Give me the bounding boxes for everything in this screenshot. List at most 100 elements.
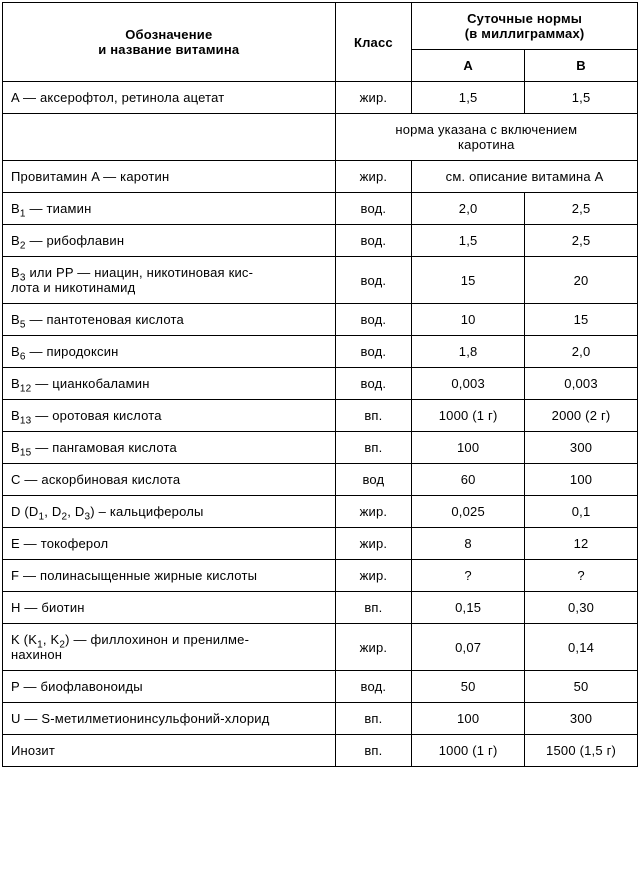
cell-name: U — S-метилметионинсульфоний-хлорид — [3, 703, 336, 735]
cell-a: 1000 (1 г) — [412, 735, 525, 767]
cell-a: 1,5 — [412, 82, 525, 114]
cell-class: вод — [335, 464, 412, 496]
cell-class: жир. — [335, 161, 412, 193]
table-row: P — биофлавоноидывод.5050 — [3, 671, 638, 703]
cell-name: E — токоферол — [3, 528, 336, 560]
cell-b: 15 — [525, 304, 638, 336]
cell-name: Инозит — [3, 735, 336, 767]
table-body: A — аксерофтол, ретинола ацетатжир.1,51,… — [3, 82, 638, 767]
cell-a: 0,003 — [412, 368, 525, 400]
table-row: B15 — пангамовая кислотавп.100300 — [3, 432, 638, 464]
cell-name: B5 — пантотеновая кислота — [3, 304, 336, 336]
cell-a: 60 — [412, 464, 525, 496]
header-col-b: B — [525, 50, 638, 82]
table-row: E — токоферолжир.812 — [3, 528, 638, 560]
cell-class: вод. — [335, 368, 412, 400]
table-row: B3 или PP — ниацин, никотиновая кис-лота… — [3, 257, 638, 304]
cell-class: жир. — [335, 528, 412, 560]
cell-class: вод. — [335, 193, 412, 225]
cell-name: B1 — тиамин — [3, 193, 336, 225]
cell-class: жир. — [335, 624, 412, 671]
table-row: Инозитвп.1000 (1 г)1500 (1,5 г) — [3, 735, 638, 767]
cell-b: 50 — [525, 671, 638, 703]
cell-class: вп. — [335, 592, 412, 624]
cell-b: 0,003 — [525, 368, 638, 400]
cell-name: F — полинасыщенные жирные кислоты — [3, 560, 336, 592]
vitamin-table: Обозначениеи название витамина Класс Сут… — [2, 2, 638, 767]
cell-class: вп. — [335, 703, 412, 735]
header-name: Обозначениеи название витамина — [3, 3, 336, 82]
header-col-a: A — [412, 50, 525, 82]
table-row: H — биотинвп.0,150,30 — [3, 592, 638, 624]
table-row: B1 — тиаминвод.2,02,5 — [3, 193, 638, 225]
cell-name-empty — [3, 114, 336, 161]
cell-a: 100 — [412, 432, 525, 464]
cell-b: 300 — [525, 703, 638, 735]
cell-b: 300 — [525, 432, 638, 464]
table-row: B6 — пиродоксинвод.1,82,0 — [3, 336, 638, 368]
cell-a: 100 — [412, 703, 525, 735]
cell-b: 2,0 — [525, 336, 638, 368]
header-norms: Суточные нормы(в миллиграммах) — [412, 3, 638, 50]
cell-name: A — аксерофтол, ретинола ацетат — [3, 82, 336, 114]
cell-note: норма указана с включениемкаротина — [335, 114, 637, 161]
table-row: F — полинасыщенные жирные кислотыжир.?? — [3, 560, 638, 592]
cell-a: 1000 (1 г) — [412, 400, 525, 432]
cell-a: 0,025 — [412, 496, 525, 528]
cell-class: вод. — [335, 336, 412, 368]
cell-a: 15 — [412, 257, 525, 304]
cell-b: 2,5 — [525, 193, 638, 225]
cell-a: 50 — [412, 671, 525, 703]
cell-a: ? — [412, 560, 525, 592]
cell-name: B13 — оротовая кислота — [3, 400, 336, 432]
cell-name: B12 — цианкобаламин — [3, 368, 336, 400]
cell-b: 100 — [525, 464, 638, 496]
table-row: K (K1, K2) — филлохинон и пренилме-нахин… — [3, 624, 638, 671]
cell-name: Провитамин A — каротин — [3, 161, 336, 193]
cell-class: вод. — [335, 671, 412, 703]
cell-name: K (K1, K2) — филлохинон и пренилме-нахин… — [3, 624, 336, 671]
cell-class: вп. — [335, 735, 412, 767]
table-row: D (D1, D2, D3) – кальциферолыжир.0,0250,… — [3, 496, 638, 528]
cell-name: B6 — пиродоксин — [3, 336, 336, 368]
cell-name: B3 или PP — ниацин, никотиновая кис-лота… — [3, 257, 336, 304]
cell-b: ? — [525, 560, 638, 592]
table-row: C — аскорбиновая кислотавод60100 — [3, 464, 638, 496]
cell-b: 0,14 — [525, 624, 638, 671]
cell-b: 20 — [525, 257, 638, 304]
cell-class: вп. — [335, 432, 412, 464]
cell-merged: см. описание витамина A — [412, 161, 638, 193]
cell-a: 10 — [412, 304, 525, 336]
cell-class: вод. — [335, 304, 412, 336]
cell-class: вод. — [335, 257, 412, 304]
cell-b: 0,1 — [525, 496, 638, 528]
cell-a: 0,15 — [412, 592, 525, 624]
cell-name: H — биотин — [3, 592, 336, 624]
cell-name: C — аскорбиновая кислота — [3, 464, 336, 496]
table-row: U — S-метилметионинсульфоний-хлоридвп.10… — [3, 703, 638, 735]
table-row: норма указана с включениемкаротина — [3, 114, 638, 161]
table-row: B13 — оротовая кислотавп.1000 (1 г)2000 … — [3, 400, 638, 432]
cell-b: 0,30 — [525, 592, 638, 624]
cell-class: вп. — [335, 400, 412, 432]
cell-a: 2,0 — [412, 193, 525, 225]
cell-b: 2,5 — [525, 225, 638, 257]
cell-b: 1500 (1,5 г) — [525, 735, 638, 767]
table-header: Обозначениеи название витамина Класс Сут… — [3, 3, 638, 82]
table-row: B12 — цианкобаламинвод.0,0030,003 — [3, 368, 638, 400]
cell-class: жир. — [335, 82, 412, 114]
cell-class: вод. — [335, 225, 412, 257]
table-row: A — аксерофтол, ретинола ацетатжир.1,51,… — [3, 82, 638, 114]
table-row: Провитамин A — каротинжир.см. описание в… — [3, 161, 638, 193]
cell-name: B2 — рибофлавин — [3, 225, 336, 257]
cell-class: жир. — [335, 496, 412, 528]
cell-name: P — биофлавоноиды — [3, 671, 336, 703]
cell-b: 2000 (2 г) — [525, 400, 638, 432]
cell-a: 8 — [412, 528, 525, 560]
cell-a: 1,5 — [412, 225, 525, 257]
cell-name: B15 — пангамовая кислота — [3, 432, 336, 464]
header-class: Класс — [335, 3, 412, 82]
cell-b: 12 — [525, 528, 638, 560]
cell-b: 1,5 — [525, 82, 638, 114]
cell-class: жир. — [335, 560, 412, 592]
